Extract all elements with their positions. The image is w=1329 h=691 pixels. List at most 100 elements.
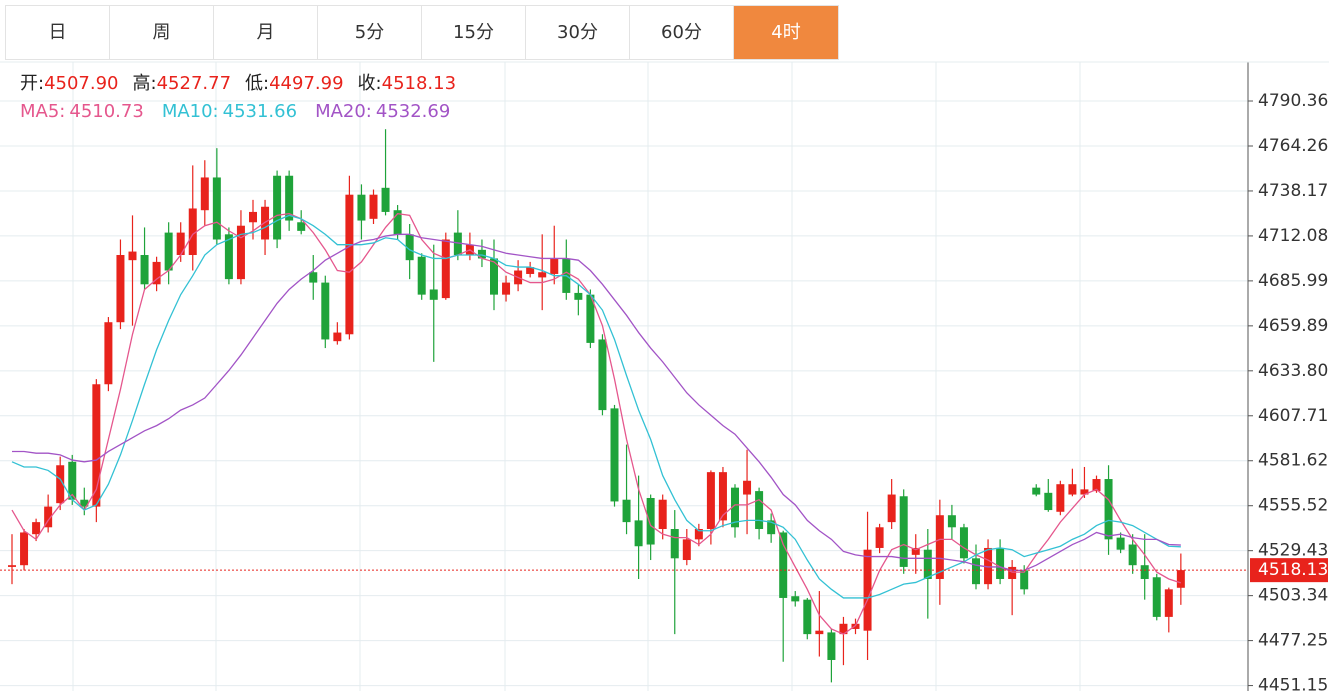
- candle-body: [1032, 487, 1041, 495]
- candle-body: [1128, 544, 1137, 566]
- candle-body: [923, 549, 932, 579]
- y-tick-label: 4477.25: [1258, 631, 1328, 651]
- candle-body: [345, 194, 354, 335]
- candle-body: [1008, 566, 1017, 579]
- candle-body: [8, 565, 16, 567]
- candle-body: [56, 465, 65, 504]
- last-price-label: 4518.13: [1258, 560, 1328, 580]
- candle-body: [863, 549, 872, 631]
- candle-body: [441, 239, 450, 299]
- candle-body: [755, 491, 764, 530]
- candle-body: [694, 529, 703, 540]
- candle-body: [429, 289, 438, 300]
- candle-body: [92, 384, 101, 507]
- candle-body: [1080, 489, 1089, 495]
- period-tab[interactable]: 周: [110, 6, 214, 59]
- candle-body: [357, 194, 366, 221]
- candle-body: [321, 282, 330, 340]
- candle-body: [1020, 570, 1029, 590]
- ma-line: [12, 233, 1181, 572]
- candle-body: [261, 206, 270, 240]
- candle-body: [164, 232, 173, 271]
- candle-body: [44, 506, 53, 528]
- candle-body: [333, 332, 342, 342]
- candle-body: [959, 527, 968, 559]
- candle-body: [502, 282, 511, 295]
- candle-body: [706, 472, 715, 530]
- candle-body: [899, 496, 908, 567]
- header-label: 开:: [20, 73, 45, 94]
- ma-label: MA5:: [20, 101, 66, 122]
- candle-body: [718, 472, 727, 521]
- candle-body: [188, 208, 197, 256]
- candle-body: [1068, 484, 1077, 495]
- candle-body: [670, 529, 679, 559]
- candle-body: [658, 499, 667, 530]
- period-tab[interactable]: 月: [214, 6, 318, 59]
- y-tick-label: 4659.89: [1258, 316, 1328, 336]
- period-tab[interactable]: 日: [6, 6, 110, 59]
- period-tab[interactable]: 30分: [526, 6, 630, 59]
- candle-body: [80, 499, 89, 507]
- header-value: 4527.77: [156, 73, 232, 94]
- candle-body: [116, 255, 125, 323]
- ma-value: 4510.73: [69, 101, 144, 122]
- candle-body: [791, 596, 800, 602]
- header-label: 低:: [245, 73, 270, 94]
- candle-body: [1164, 589, 1173, 617]
- candle-body: [803, 599, 812, 635]
- header-value: 4497.99: [269, 73, 344, 94]
- candle-body: [490, 258, 498, 295]
- y-tick-label: 4581.62: [1258, 451, 1328, 471]
- chart-header: 开:4507.90 高:4527.77 低:4497.99 收:4518.13 MA5…: [20, 70, 470, 126]
- candle-body: [972, 558, 980, 585]
- candle-body: [1056, 484, 1065, 512]
- candle-body: [839, 623, 848, 635]
- candle-body: [128, 251, 137, 261]
- candle-body: [875, 527, 884, 548]
- y-tick-label: 4712.08: [1258, 226, 1328, 246]
- candle-body: [984, 547, 993, 585]
- period-tab[interactable]: 60分: [630, 6, 734, 59]
- candle-body: [32, 522, 41, 535]
- candle-body: [947, 515, 956, 528]
- candle-body: [779, 532, 788, 598]
- candle-body: [285, 175, 294, 221]
- candle-body: [200, 177, 209, 211]
- ma-line: [11, 214, 1181, 599]
- y-tick-label: 4633.80: [1258, 361, 1328, 381]
- candle-body: [224, 234, 233, 280]
- candle-body: [140, 255, 149, 285]
- candle-body: [622, 499, 631, 523]
- period-tab[interactable]: 5分: [318, 6, 422, 59]
- period-tab[interactable]: 4时: [734, 6, 838, 59]
- candle-body: [574, 292, 583, 300]
- header-label: 高:: [132, 73, 157, 94]
- y-tick-label: 4685.99: [1258, 271, 1328, 291]
- candle-body: [911, 547, 920, 555]
- y-tick-label: 4529.43: [1258, 541, 1328, 561]
- candle-body: [212, 177, 221, 240]
- candle-body: [610, 408, 619, 502]
- candle-body: [827, 632, 836, 660]
- ma-label: MA10:: [161, 101, 219, 122]
- candle-body: [1152, 577, 1161, 617]
- candle-body: [176, 232, 185, 256]
- candle-body: [453, 232, 462, 256]
- candle-body: [369, 194, 378, 219]
- ma-row: MA5: 4510.73 MA10: 4531.66 MA20: 4532.69: [20, 98, 470, 126]
- candle-body: [297, 222, 306, 231]
- ma-value: 4532.69: [375, 101, 451, 122]
- candle-body: [152, 261, 161, 285]
- candle-body: [550, 258, 559, 274]
- candle-body: [935, 515, 944, 579]
- candle-body: [1104, 479, 1113, 540]
- candle-body: [815, 630, 824, 635]
- candle-body: [634, 520, 643, 547]
- y-tick-label: 4607.71: [1258, 406, 1328, 426]
- period-tab[interactable]: 15分: [422, 6, 526, 59]
- candle-body: [743, 480, 752, 495]
- ma-line: [11, 212, 1182, 635]
